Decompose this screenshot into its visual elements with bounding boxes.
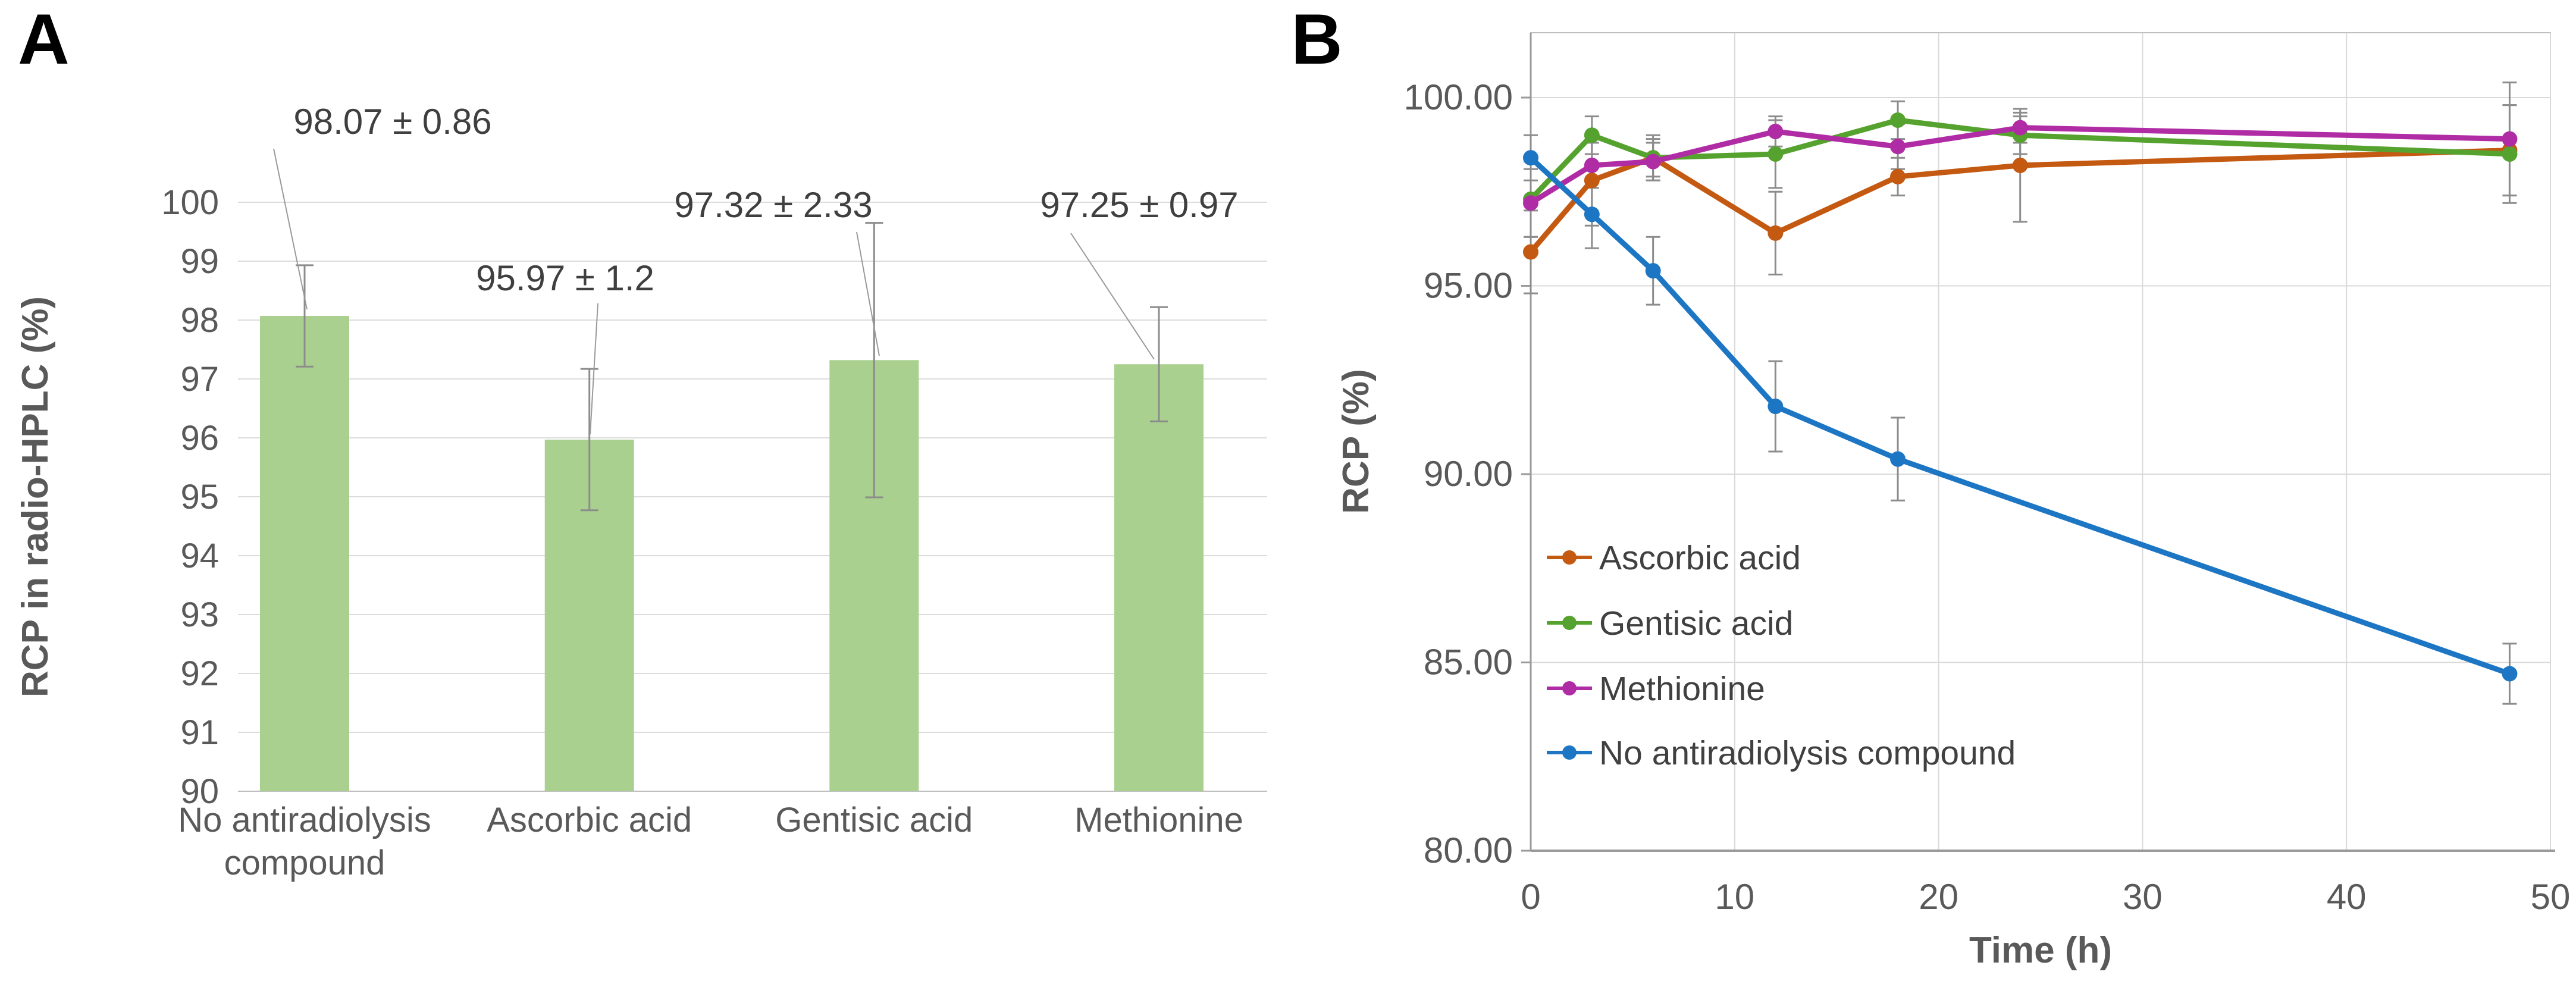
legend-label: No antiradiolysis compound <box>1599 734 2016 772</box>
bar <box>260 316 349 791</box>
y-tick-label: 99 <box>180 242 219 281</box>
y-tick-label: 100.00 <box>1403 77 1513 117</box>
x-category-label: Gentisic acid <box>775 801 973 839</box>
data-point-marker <box>2012 157 2028 173</box>
x-tick-label: 20 <box>1919 877 1958 917</box>
bar-chart-panel-a: 90 91 92 93 94 95 96 97 98 99 100 No antiradiolysis… <box>15 102 1267 882</box>
data-point-marker <box>1890 451 1906 467</box>
data-point-marker <box>1768 399 1784 415</box>
data-point-marker <box>1645 263 1661 279</box>
y-tick-label: 97 <box>180 360 219 399</box>
y-tick-label: 94 <box>180 537 219 575</box>
y-tick-label: 100 <box>161 183 219 222</box>
legend-label: Ascorbic acid <box>1599 539 1801 577</box>
panel-a-letter: A <box>18 0 70 79</box>
panel-b-y-axis-title: RCP (%) <box>1336 369 1377 513</box>
annotation-leader-line <box>856 231 880 356</box>
data-point-marker <box>1584 206 1600 222</box>
legend-label: Gentisic acid <box>1599 604 1793 642</box>
x-tick-label: 40 <box>2327 877 2367 917</box>
bar-plot-area: 90 91 92 93 94 95 96 97 98 99 100 No antiradiolysis… <box>161 102 1267 882</box>
y-tick-label: 90 <box>180 772 219 811</box>
data-point-marker <box>1584 127 1600 143</box>
data-point-marker <box>1890 168 1906 184</box>
panel-b-x-axis-title: Time (h) <box>1969 930 2112 971</box>
panel-a-y-axis-title: RCP in radio-HPLC (%) <box>15 296 56 697</box>
bar <box>1114 364 1204 791</box>
data-point-marker <box>2012 120 2028 136</box>
y-tick-label: 85.00 <box>1424 642 1513 682</box>
series-line <box>1528 155 2512 676</box>
x-category-label: Ascorbic acid <box>487 801 692 839</box>
data-point-marker <box>1768 225 1784 241</box>
annotation-leader-line <box>273 148 308 310</box>
legend-swatch-marker <box>1562 745 1577 760</box>
annotation-leader-line <box>590 303 598 435</box>
y-tick-label: 98 <box>180 301 219 340</box>
annotation-label: 98.07 ± 0.86 <box>293 102 491 142</box>
x-tick-label: 10 <box>1715 877 1754 917</box>
legend-swatch-marker <box>1562 550 1577 565</box>
y-tick-label: 93 <box>180 596 219 634</box>
x-category-label: compound <box>224 844 386 882</box>
legend-swatch-marker <box>1562 681 1577 695</box>
x-tick-label: 30 <box>2123 877 2163 917</box>
data-point-marker <box>1523 244 1538 260</box>
y-tick-label: 80.00 <box>1424 830 1513 870</box>
data-point-marker <box>2502 146 2518 162</box>
annotation-label: 95.97 ± 1.2 <box>476 258 654 298</box>
annotation-label: 97.32 ± 2.33 <box>674 185 872 225</box>
y-tick-label: 92 <box>180 654 219 693</box>
annotation-leader-line <box>1070 233 1155 360</box>
data-point-marker <box>1890 139 1906 155</box>
panel-b-letter: B <box>1291 0 1343 79</box>
data-point-marker <box>1523 150 1538 166</box>
data-point-marker <box>1890 112 1906 128</box>
annotation-label: 97.25 ± 0.97 <box>1040 185 1238 225</box>
y-tick-label: 90.00 <box>1424 454 1513 494</box>
x-tick-label: 50 <box>2531 877 2571 917</box>
y-tick-label: 96 <box>180 419 219 457</box>
line-plot-area: 80.00 85.00 90.00 95.00 100.00 0 10 20 30 40 50 Asc… <box>1403 32 2571 917</box>
x-tick-label: 0 <box>1521 877 1540 917</box>
data-point-marker <box>1584 157 1600 173</box>
y-tick-label: 95.00 <box>1424 266 1513 306</box>
legend-label: Methionine <box>1599 670 1765 708</box>
data-point-marker <box>1584 173 1600 189</box>
data-point-marker <box>2502 131 2518 147</box>
data-point-marker <box>1768 146 1784 162</box>
data-point-marker <box>2502 666 2518 682</box>
y-tick-label: 95 <box>180 478 219 516</box>
legend-swatch-marker <box>1562 616 1577 630</box>
line-chart-panel-b: 80.00 85.00 90.00 95.00 100.00 0 10 20 30 40 50 Asc… <box>1336 32 2571 971</box>
data-point-marker <box>1523 195 1538 211</box>
data-point-marker <box>1768 123 1784 139</box>
x-category-label: Methionine <box>1074 801 1243 839</box>
y-tick-label: 91 <box>180 713 219 752</box>
x-category-label: No antiradiolysis <box>178 801 431 839</box>
data-point-marker <box>1645 153 1661 170</box>
